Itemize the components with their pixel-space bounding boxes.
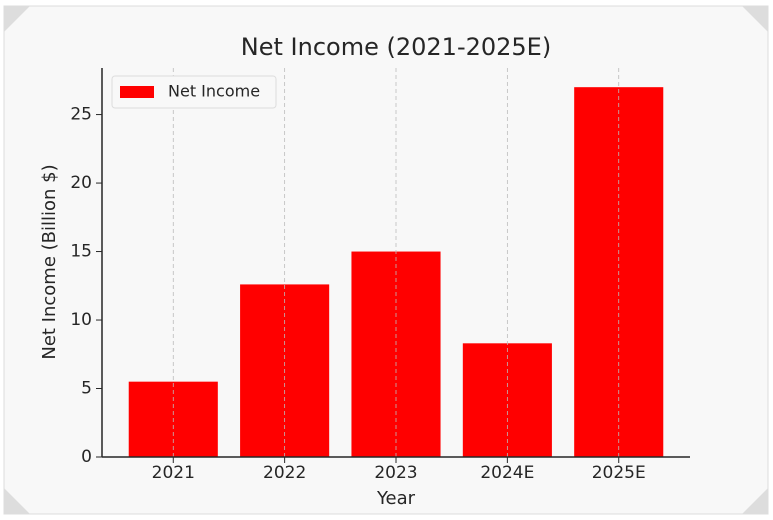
y-tick-label: 0 <box>81 447 92 467</box>
corner <box>4 488 30 514</box>
y-tick-label: 15 <box>70 242 92 262</box>
x-tick-label: 2024E <box>480 463 534 483</box>
legend-swatch <box>120 86 154 98</box>
legend-box <box>111 75 277 109</box>
legend-label: Net Income <box>168 82 260 101</box>
x-axis-label: Year <box>376 488 416 509</box>
x-tick-label: 2022 <box>263 463 306 483</box>
y-tick-label: 10 <box>70 310 92 330</box>
corner <box>742 6 768 32</box>
y-tick-label: 25 <box>70 105 92 125</box>
y-tick-label: 20 <box>70 173 92 193</box>
corner <box>4 6 30 32</box>
chart-title: Net Income (2021-2025E) <box>241 33 551 61</box>
x-tick-label: 2021 <box>152 463 195 483</box>
y-axis-label: Net Income (Billion $) <box>39 164 60 359</box>
x-tick-label: 2023 <box>374 463 417 483</box>
x-tick-label: 2025E <box>592 463 646 483</box>
corner <box>742 488 768 514</box>
y-tick-label: 5 <box>81 379 92 399</box>
